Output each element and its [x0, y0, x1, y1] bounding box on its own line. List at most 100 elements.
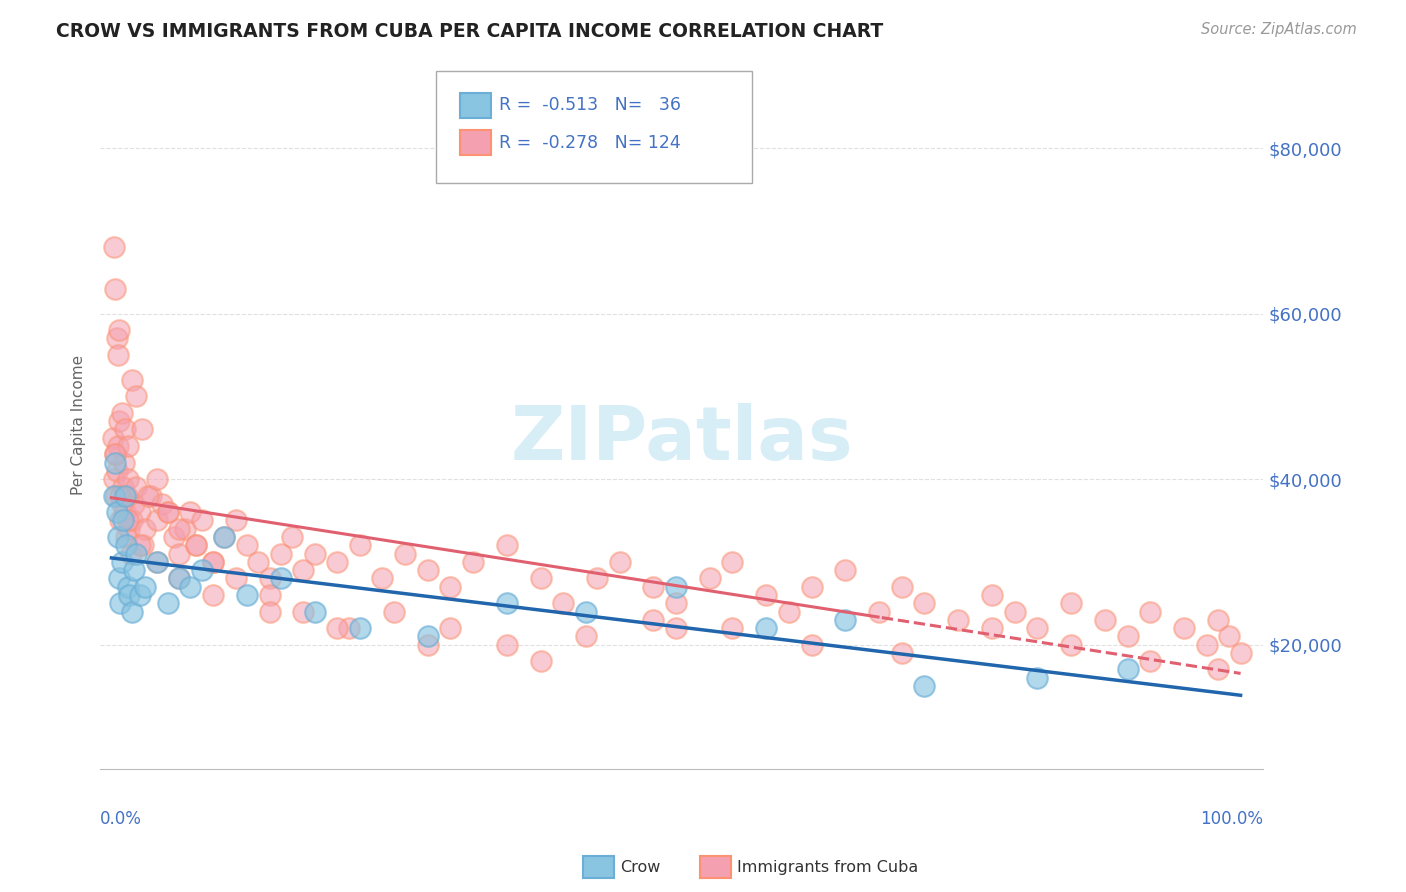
Point [122, 563, 145, 577]
Point [912, 596, 935, 610]
Point [225, 513, 247, 527]
Point [292, 605, 315, 619]
Point [755, 621, 778, 635]
Point [190, 563, 212, 577]
Point [1004, 605, 1026, 619]
Point [117, 472, 139, 486]
Point [981, 621, 1004, 635]
Point [101, 431, 124, 445]
Point [643, 580, 665, 594]
Point [145, 513, 167, 527]
Point [416, 638, 439, 652]
Point [1206, 662, 1229, 676]
Point [890, 580, 912, 594]
Point [132, 538, 155, 552]
Point [665, 580, 688, 594]
Point [202, 555, 225, 569]
Point [125, 480, 148, 494]
Point [337, 621, 360, 635]
Point [114, 489, 136, 503]
Point [225, 571, 247, 585]
Point [643, 613, 665, 627]
Point [104, 447, 127, 461]
Point [214, 530, 236, 544]
Point [110, 497, 132, 511]
Point [117, 513, 139, 527]
Text: Immigrants from Cuba: Immigrants from Cuba [737, 860, 918, 874]
Point [1173, 621, 1195, 635]
Point [103, 240, 125, 254]
Point [1116, 662, 1139, 676]
Point [461, 555, 484, 569]
Point [167, 571, 190, 585]
Point [121, 513, 143, 527]
Point [105, 505, 128, 519]
Point [868, 605, 890, 619]
Y-axis label: Per Capita Income: Per Capita Income [72, 355, 86, 495]
Point [529, 571, 551, 585]
Point [439, 621, 461, 635]
Point [128, 505, 150, 519]
Point [121, 605, 143, 619]
Point [890, 646, 912, 660]
Point [117, 439, 139, 453]
Point [495, 638, 517, 652]
Point [1060, 638, 1083, 652]
Point [575, 605, 598, 619]
Point [981, 588, 1004, 602]
Point [778, 605, 800, 619]
Point [202, 588, 225, 602]
Point [1206, 613, 1229, 627]
Point [110, 489, 132, 503]
Point [184, 538, 207, 552]
Text: CROW VS IMMIGRANTS FROM CUBA PER CAPITA INCOME CORRELATION CHART: CROW VS IMMIGRANTS FROM CUBA PER CAPITA … [56, 22, 883, 41]
Point [107, 348, 129, 362]
Point [721, 555, 744, 569]
Point [110, 513, 132, 527]
Point [834, 563, 856, 577]
Point [156, 596, 179, 610]
Point [1094, 613, 1116, 627]
Point [800, 580, 823, 594]
Point [236, 588, 259, 602]
Point [111, 513, 134, 527]
Point [259, 571, 281, 585]
Text: Source: ZipAtlas.com: Source: ZipAtlas.com [1201, 22, 1357, 37]
Point [114, 505, 136, 519]
Point [115, 530, 138, 544]
Text: 0.0%: 0.0% [100, 810, 142, 828]
Point [214, 530, 236, 544]
Text: Crow: Crow [620, 860, 661, 874]
Point [184, 538, 207, 552]
Point [108, 323, 131, 337]
Point [247, 555, 270, 569]
Point [834, 613, 856, 627]
Point [326, 555, 349, 569]
Point [110, 406, 132, 420]
Point [1218, 629, 1240, 643]
Point [167, 547, 190, 561]
Point [1026, 671, 1049, 685]
Point [122, 497, 145, 511]
Text: R =  -0.278   N= 124: R = -0.278 N= 124 [499, 134, 681, 152]
Point [173, 522, 195, 536]
Point [111, 480, 134, 494]
Point [136, 489, 159, 503]
Point [800, 638, 823, 652]
Point [665, 596, 688, 610]
Point [304, 605, 326, 619]
Point [1116, 629, 1139, 643]
Point [270, 571, 292, 585]
Point [912, 679, 935, 693]
Point [107, 439, 129, 453]
Point [105, 331, 128, 345]
Point [117, 580, 139, 594]
Point [1229, 646, 1251, 660]
Point [104, 447, 127, 461]
Point [665, 621, 688, 635]
Point [125, 547, 148, 561]
Point [120, 547, 142, 561]
Point [110, 555, 132, 569]
Point [304, 547, 326, 561]
Point [105, 464, 128, 478]
